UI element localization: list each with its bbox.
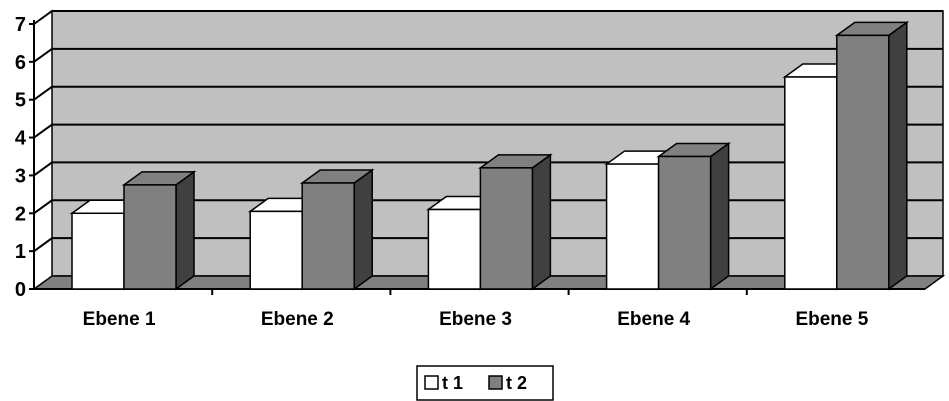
bar-side-t-2-ebene-5 — [888, 20, 908, 291]
gridline-5 — [33, 85, 943, 101]
x-tick-label-ebene-5: Ebene 5 — [795, 309, 868, 330]
bar-front-t-1-ebene-5 — [784, 76, 838, 290]
y-tick-label-7: 7 — [15, 14, 26, 36]
x-tick-label-ebene-2: Ebene 2 — [261, 309, 334, 330]
y-tick-label-5: 5 — [15, 90, 26, 112]
x-tick-label-ebene-4: Ebene 4 — [617, 309, 690, 330]
y-axis-ticks: 0 1 2 3 4 5 6 7 — [15, 14, 34, 301]
legend-swatch-t-2 — [488, 375, 503, 390]
legend-label-t-2: t 2 — [506, 373, 527, 393]
bar-side-t-2-ebene-4 — [709, 142, 730, 291]
y-tick-label-3: 3 — [15, 165, 26, 187]
x-axis-labels: Ebene 1 Ebene 2 Ebene 3 Ebene 4 Ebene 5 — [83, 289, 869, 330]
bar-front-t-2-ebene-2 — [301, 182, 355, 290]
y-tick-label-2: 2 — [15, 203, 26, 225]
bar-front-t-2-ebene-1 — [123, 184, 177, 290]
x-tick-label-ebene-3: Ebene 3 — [439, 309, 512, 330]
gridline-7 — [33, 10, 943, 25]
bar-side-t-2-ebene-2 — [353, 168, 373, 291]
legend: t 1 t 2 — [416, 365, 554, 401]
bar-t-2-ebene-3 — [478, 153, 553, 291]
bar-front-t-1-ebene-1 — [71, 212, 125, 290]
bar-t-2-ebene-1 — [121, 170, 197, 291]
bar-front-t-2-ebene-3 — [479, 167, 534, 290]
bar-t-2-ebene-5 — [834, 20, 910, 291]
bar-front-t-2-ebene-5 — [836, 34, 890, 290]
gridlines — [33, 10, 943, 252]
bar-side-t-2-ebene-3 — [531, 153, 552, 291]
y-tick-label-1: 1 — [15, 241, 26, 263]
bar-t-2-ebene-4 — [656, 142, 731, 291]
x-tick-label-ebene-1: Ebene 1 — [83, 309, 156, 330]
y-tick-label-4: 4 — [15, 128, 27, 150]
gridline-6 — [33, 47, 943, 63]
bar-front-t-1-ebene-3 — [427, 208, 482, 290]
legend-swatch-t-1 — [424, 375, 439, 390]
bar-t-2-ebene-2 — [299, 168, 375, 291]
gridline-4 — [33, 123, 943, 139]
y-tick-label-0: 0 — [15, 279, 26, 301]
legend-label-t-1: t 1 — [442, 373, 463, 393]
bar-front-t-1-ebene-4 — [605, 163, 660, 290]
bar-side-t-2-ebene-1 — [175, 170, 195, 291]
bars — [69, 20, 910, 291]
bar-front-t-1-ebene-2 — [249, 210, 303, 290]
legend-box — [416, 365, 554, 401]
bar-front-t-2-ebene-4 — [657, 155, 712, 290]
y-tick-label-6: 6 — [15, 52, 26, 74]
